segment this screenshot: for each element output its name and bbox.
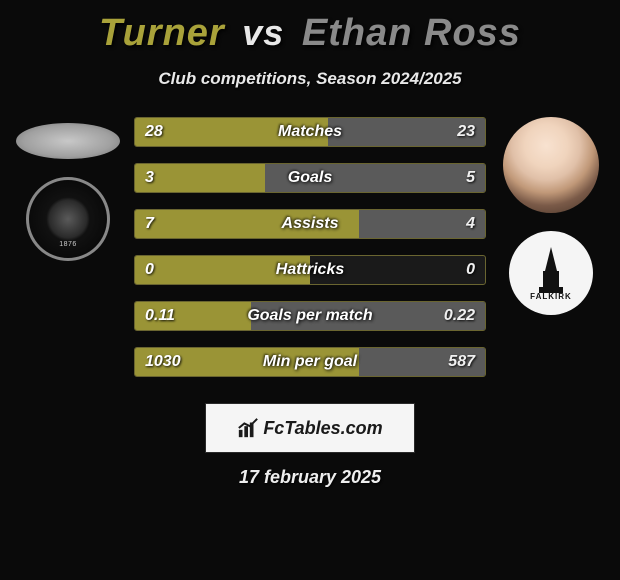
subtitle: Club competitions, Season 2024/2025	[10, 69, 610, 89]
club-badge-year: 1876	[59, 241, 77, 248]
stat-value-left: 0.11	[145, 307, 175, 325]
stat-value-right: 23	[457, 123, 475, 141]
stat-value-right: 0.22	[444, 307, 475, 325]
page-title: Turner vs Ethan Ross	[10, 12, 610, 55]
brand-text: FcTables.com	[263, 418, 382, 439]
date-label: 17 february 2025	[10, 467, 610, 488]
comparison-card: Turner vs Ethan Ross Club competitions, …	[0, 0, 620, 488]
stat-label: Hattricks	[276, 261, 344, 279]
player2-avatar	[503, 117, 599, 213]
stat-label: Assists	[282, 215, 339, 233]
stat-value-right: 0	[466, 261, 475, 279]
stat-value-right: 5	[466, 169, 475, 187]
stat-row: 0 0 Hattricks	[134, 255, 486, 285]
player2-name: Ethan Ross	[302, 12, 521, 54]
club-badge-text: FALKIRK	[530, 292, 572, 301]
stat-row: 28 23 Matches	[134, 117, 486, 147]
stat-label: Goals	[288, 169, 332, 187]
stat-value-left: 3	[145, 169, 154, 187]
stat-label: Goals per match	[247, 307, 372, 325]
stat-row: 3 5 Goals	[134, 163, 486, 193]
right-column: FALKIRK	[494, 117, 610, 315]
player1-avatar	[16, 123, 120, 159]
brand-box[interactable]: FcTables.com	[205, 403, 415, 453]
vs-label: vs	[236, 12, 290, 53]
chart-icon	[237, 417, 259, 439]
stat-value-left: 28	[145, 123, 163, 141]
stat-value-left: 0	[145, 261, 154, 279]
stat-value-left: 1030	[145, 353, 181, 371]
left-column: 1876	[10, 117, 126, 261]
player2-club-badge: FALKIRK	[509, 231, 593, 315]
stat-value-right: 4	[466, 215, 475, 233]
stats-bars: 28 23 Matches 3 5 Goals 7 4 Assists 0 0 Hattricks 0.…	[126, 117, 494, 393]
stat-label: Matches	[278, 123, 342, 141]
stat-row: 7 4 Assists	[134, 209, 486, 239]
stat-value-left: 7	[145, 215, 154, 233]
stat-label: Min per goal	[263, 353, 357, 371]
stat-fill-left	[135, 164, 265, 192]
stat-row: 1030 587 Min per goal	[134, 347, 486, 377]
stat-row: 0.11 0.22 Goals per match	[134, 301, 486, 331]
stat-value-right: 587	[448, 353, 475, 371]
main-layout: 1876 28 23 Matches 3 5 Goals 7 4 Assists 0 0 Hattri…	[10, 117, 610, 393]
player1-club-badge: 1876	[26, 177, 110, 261]
player1-name: Turner	[99, 12, 225, 54]
